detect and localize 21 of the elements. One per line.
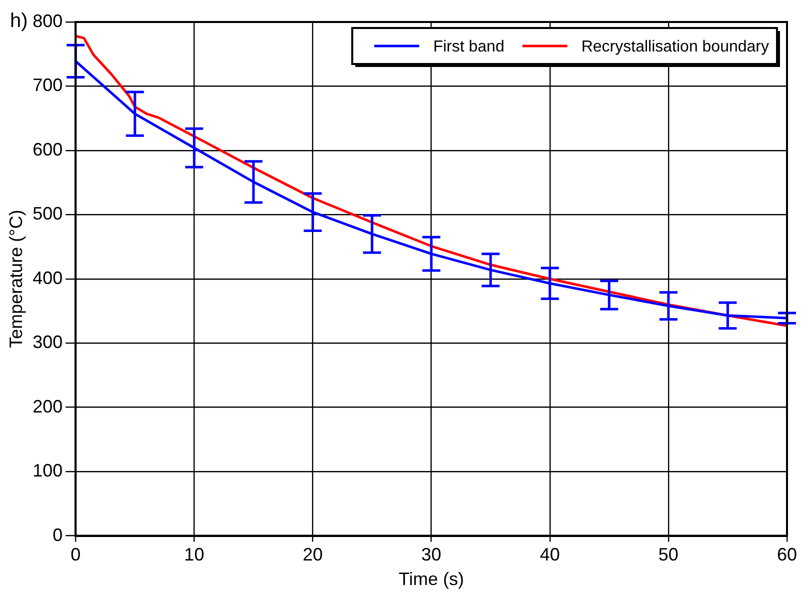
legend-label: Recrystallisation boundary bbox=[581, 38, 770, 56]
text: h) bbox=[10, 10, 28, 33]
y-tick-label: 500 bbox=[32, 204, 63, 224]
y-tick-label: 300 bbox=[32, 332, 63, 352]
x-tick-label: 60 bbox=[776, 544, 798, 565]
y-axis-title: Temperature (°C) bbox=[6, 210, 26, 348]
y-tick-label: 400 bbox=[32, 268, 63, 288]
x-tick-label: 10 bbox=[184, 544, 204, 565]
x-tick-label: 0 bbox=[70, 544, 81, 565]
y-tick-label: 700 bbox=[32, 75, 63, 96]
x-tick-label: 40 bbox=[540, 544, 560, 565]
legend-label: First band bbox=[433, 38, 504, 56]
x-tick-label: 20 bbox=[302, 544, 323, 565]
y-tick-label: 200 bbox=[32, 396, 63, 416]
x-axis-title: Time (s) bbox=[398, 569, 464, 590]
y-tick-label: 0 bbox=[52, 524, 63, 545]
x-tick-label: 50 bbox=[658, 544, 678, 565]
x-tick-label: 30 bbox=[421, 544, 442, 565]
y-tick-label: 100 bbox=[32, 460, 63, 481]
y-tick-label: 800 bbox=[32, 10, 63, 31]
y-tick-label: 600 bbox=[32, 139, 63, 160]
